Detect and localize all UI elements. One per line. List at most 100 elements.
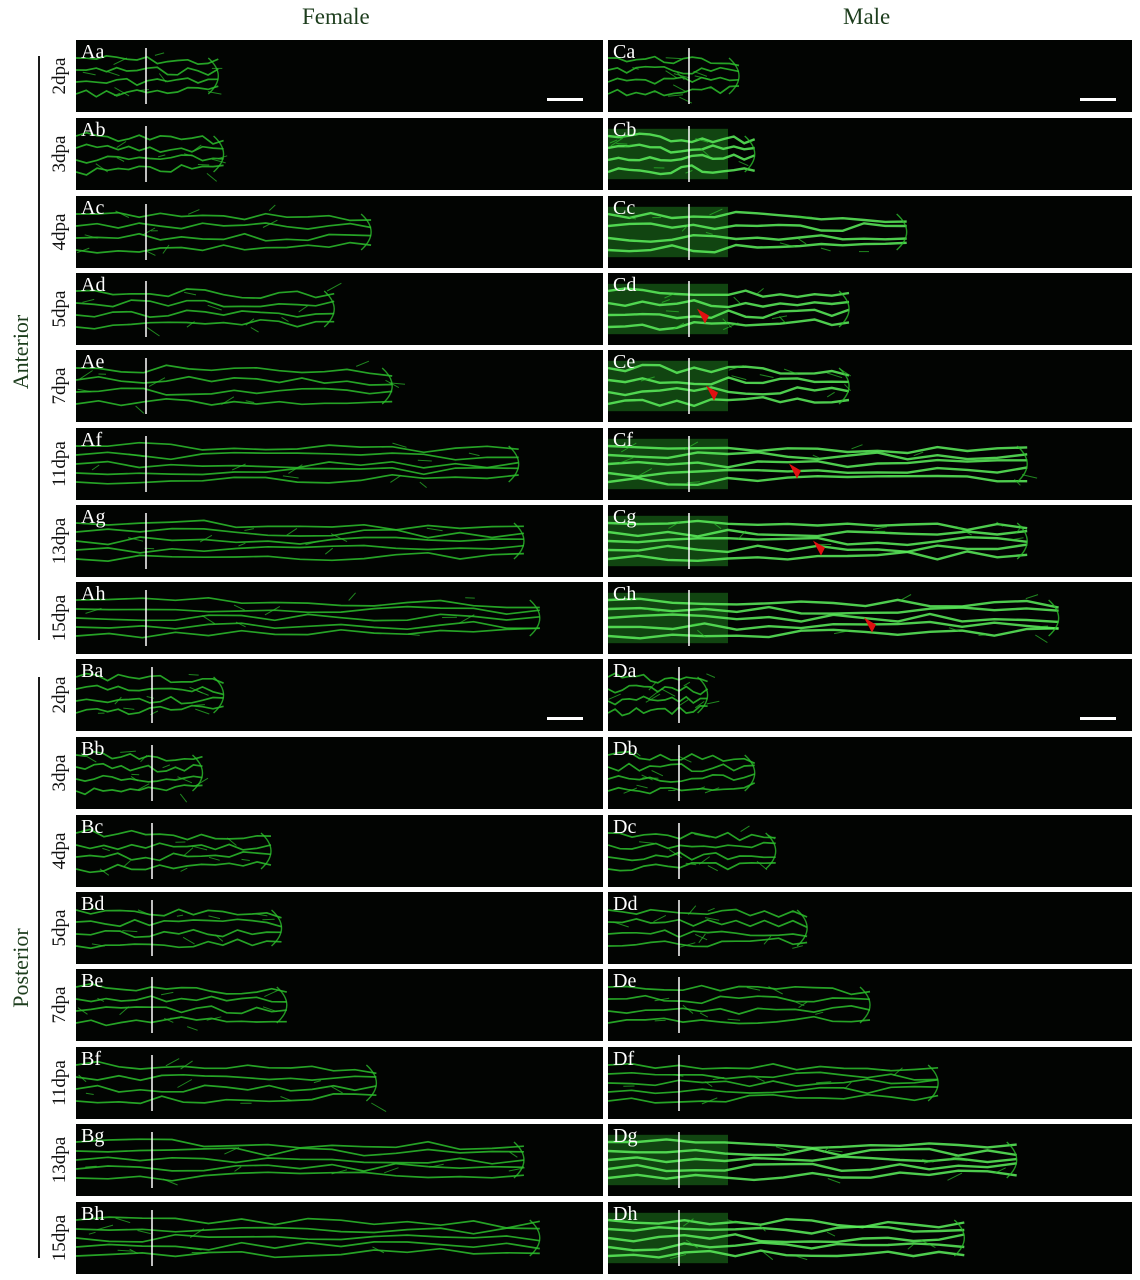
capillary-branch	[330, 533, 348, 543]
red-arrowhead	[697, 308, 709, 324]
capillary-branch	[191, 845, 208, 851]
capillary-branch	[85, 1165, 97, 1168]
capillary-branch	[796, 216, 813, 218]
blood-vessel	[76, 1084, 377, 1093]
capillary-branch	[665, 70, 678, 79]
image-panel-De: De	[608, 969, 1132, 1041]
blood-vessel	[76, 143, 224, 153]
vessel-image	[608, 590, 1060, 646]
capillary-branch	[390, 474, 402, 483]
capillary-branch	[127, 537, 144, 542]
regenerate-tip	[276, 986, 288, 1024]
capillary-branch	[949, 1156, 957, 1160]
vessel-image	[76, 1132, 525, 1188]
capillary-branch	[645, 693, 661, 703]
blood-vessel	[76, 1093, 377, 1105]
blood-vessel	[608, 528, 1028, 538]
panel-label-Ad: Ad	[81, 274, 106, 296]
capillary-branch	[722, 322, 739, 331]
blood-vessel	[608, 705, 708, 717]
blood-vessel	[76, 613, 540, 622]
capillary-branch	[978, 634, 987, 636]
regenerate-tip	[323, 290, 335, 328]
blood-vessel	[76, 928, 282, 939]
vessel-image	[76, 126, 228, 182]
capillary-branch	[722, 318, 732, 328]
capillary-branch	[245, 318, 255, 326]
blood-vessel	[76, 982, 287, 995]
capillary-branch	[348, 592, 356, 601]
regenerate-tip	[744, 135, 756, 173]
blood-vessel	[76, 995, 287, 1003]
image-panel-Cg: Cg	[608, 505, 1132, 577]
panel-label-Ah: Ah	[81, 583, 106, 605]
blood-vessel	[608, 550, 1028, 563]
capillary-branch	[179, 793, 188, 803]
vessel-image	[608, 977, 871, 1033]
row-label-11dpa: 11dpa	[49, 441, 70, 487]
blood-vessel	[76, 288, 335, 299]
capillary-branch	[188, 674, 199, 676]
capillary-branch	[826, 391, 835, 398]
blood-vessel	[608, 937, 808, 948]
capillary-branch	[681, 224, 690, 232]
blood-vessel	[76, 519, 524, 531]
capillary-branch	[953, 1159, 968, 1162]
capillary-branch	[122, 930, 138, 933]
panel-label-Ca: Ca	[613, 41, 636, 63]
capillary-branch	[194, 144, 202, 151]
blood-vessel	[608, 1071, 939, 1081]
capillary-branch	[654, 1019, 666, 1022]
blood-vessel	[608, 444, 1028, 455]
vessel-image	[76, 358, 406, 414]
capillary-branch	[280, 1096, 292, 1102]
capillary-branch	[762, 1251, 774, 1261]
capillary-branch	[685, 862, 697, 866]
group-bracket	[38, 677, 40, 1258]
blood-vessel	[76, 1147, 524, 1157]
capillary-branch	[820, 247, 831, 252]
capillary-branch	[826, 372, 843, 379]
capillary-branch	[707, 907, 715, 912]
capillary-branch	[698, 856, 710, 865]
image-panel-Ah: Ah	[76, 582, 603, 654]
regenerate-tip	[207, 57, 219, 95]
capillary-branch	[775, 1146, 791, 1152]
image-panel-Bd: Bd	[76, 892, 603, 964]
blood-vessel	[608, 984, 871, 996]
capillary-branch	[900, 594, 912, 601]
blood-vessel	[608, 1249, 965, 1259]
capillary-branch	[740, 825, 750, 833]
capillary-branch	[148, 377, 166, 387]
blood-vessel	[608, 76, 740, 85]
vessel-image	[608, 281, 850, 337]
column-header-female: Female	[302, 4, 370, 29]
vessel-image	[608, 900, 808, 956]
capillary-branch	[641, 774, 653, 781]
panel-label-Cb: Cb	[613, 119, 637, 141]
blood-vessel	[608, 474, 1028, 487]
capillary-branch	[673, 73, 689, 79]
capillary-branch	[913, 451, 924, 457]
row-label-7dpa: 7dpa	[49, 986, 70, 1024]
blood-vessel	[76, 77, 219, 87]
capillary-branch	[87, 907, 100, 910]
capillary-branch	[672, 84, 688, 93]
capillary-branch	[189, 1228, 205, 1239]
capillary-branch	[647, 691, 659, 700]
image-panel-Ag: Ag	[76, 505, 603, 577]
capillary-branch	[115, 1217, 131, 1224]
capillary-branch	[623, 787, 638, 794]
image-panel-Ba: Ba	[76, 659, 603, 731]
blood-vessel	[76, 318, 335, 330]
scale-bar	[547, 98, 583, 101]
capillary-branch	[177, 1079, 193, 1088]
blood-vessel	[608, 1078, 939, 1088]
image-panel-Ca: Ca	[608, 40, 1132, 112]
capillary-branch	[129, 1248, 138, 1254]
capillary-branch	[661, 299, 670, 303]
blood-vessel	[608, 672, 708, 684]
capillary-branch	[286, 527, 298, 536]
image-panel-Bb: Bb	[76, 737, 603, 809]
capillary-branch	[206, 173, 218, 182]
